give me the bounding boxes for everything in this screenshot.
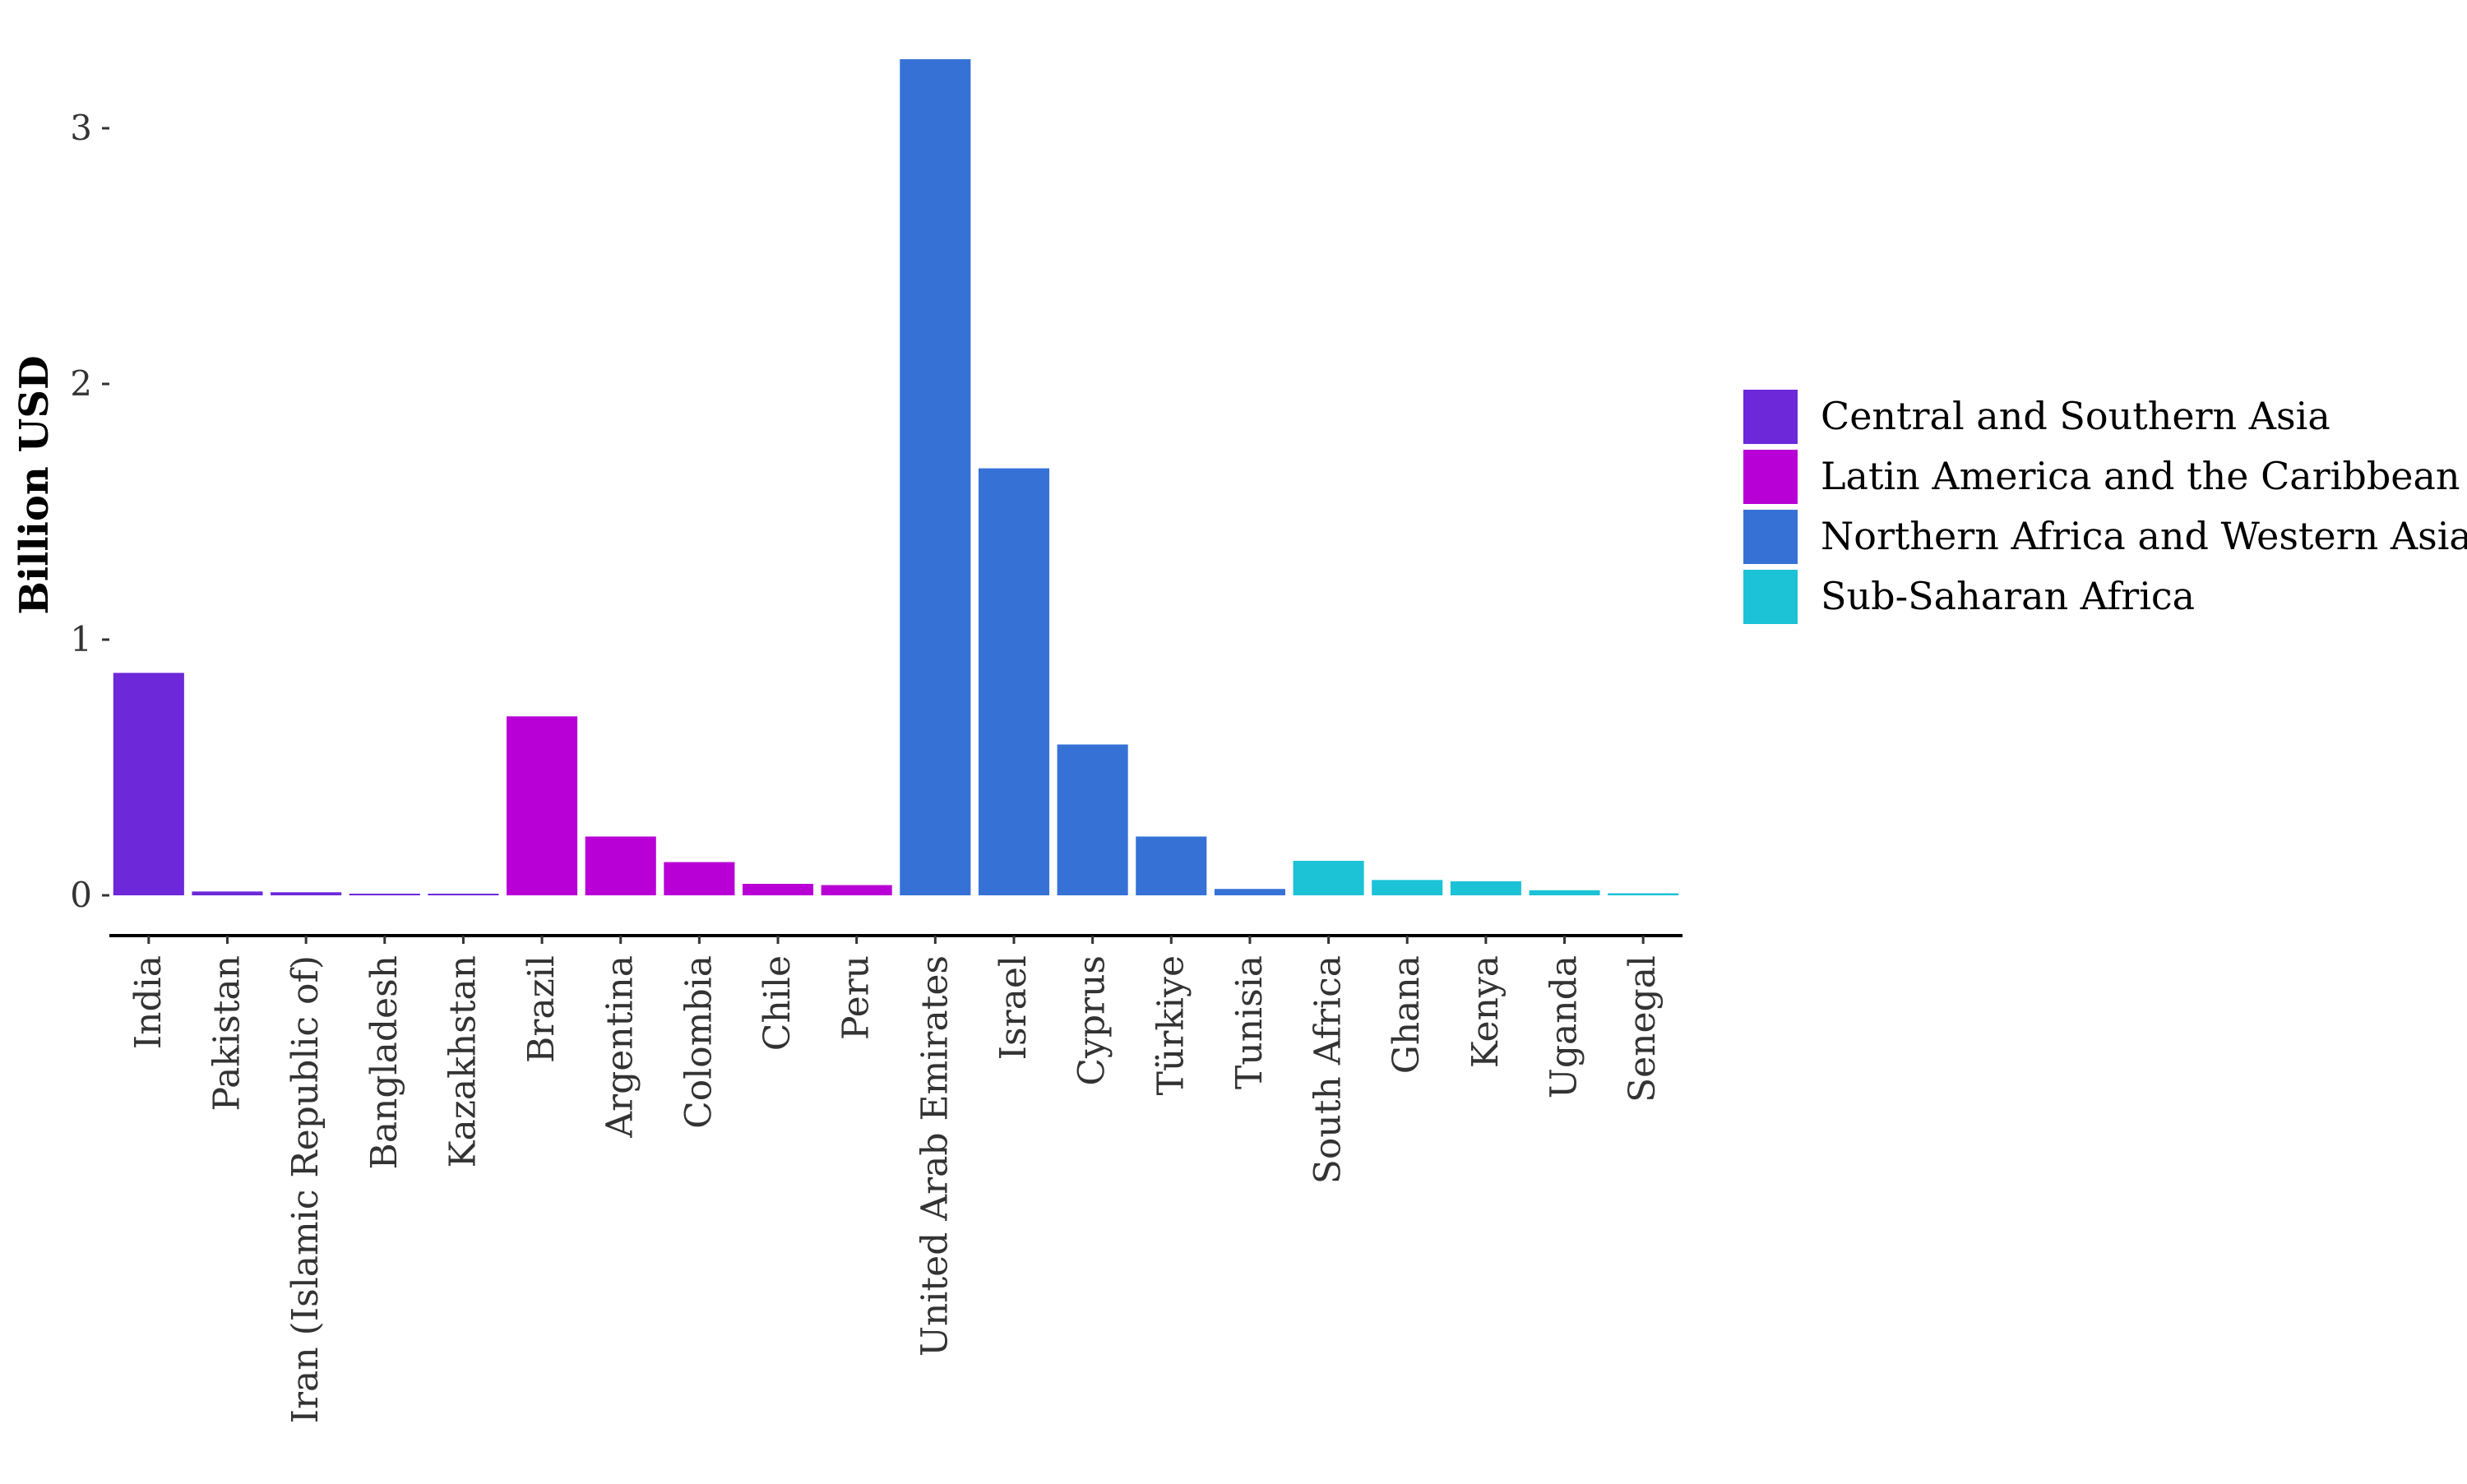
y-axis: 0 1 2 3 (70, 108, 109, 915)
x-tick-label: Senegal (1622, 955, 1664, 1103)
y-axis-title: Billion USD (12, 355, 58, 614)
bar-ghana (1372, 880, 1443, 895)
bar-india (113, 673, 184, 895)
bar-colombia (664, 862, 735, 895)
y-tick-label: 3 (70, 108, 92, 148)
bar-tunisia (1214, 889, 1285, 895)
bars-layer (113, 59, 1679, 896)
x-tick-label: Ghana (1386, 955, 1428, 1074)
bar-kazakhstan (428, 894, 499, 895)
x-tick-label: Pakistan (206, 955, 248, 1111)
x-tick-label: Cyprus (1072, 955, 1113, 1086)
y-tick-label: 0 (70, 875, 92, 915)
x-tick-label: South Africa (1308, 955, 1349, 1184)
x-tick-label: Israel (993, 955, 1034, 1060)
legend-key (1743, 570, 1798, 624)
x-tick-label: Peru (835, 955, 877, 1040)
x-axis: India Pakistan Iran (Islamic Republic of) B… (109, 934, 1682, 1423)
bar-chile (742, 884, 814, 895)
x-tick-label: Uganda (1544, 955, 1585, 1098)
bar-peru (821, 885, 892, 895)
bar-t-rkiye (1136, 836, 1207, 895)
x-tick-label: India (127, 955, 169, 1049)
bar-iran-islamic-republic-of- (271, 892, 342, 895)
bar-pakistan (192, 891, 263, 896)
bar-bangladesh (349, 894, 420, 895)
bar-senegal (1608, 893, 1679, 895)
legend-key (1743, 450, 1798, 504)
x-tick-label: United Arab Emirates (914, 955, 956, 1357)
x-tick-label: Bangladesh (363, 955, 405, 1170)
x-tick-label: Kenya (1465, 955, 1507, 1068)
x-tick-label: Iran (Islamic Republic of) (285, 955, 326, 1423)
bar-uganda (1529, 890, 1600, 895)
legend-key (1743, 390, 1798, 444)
x-tick-label: Colombia (678, 955, 720, 1129)
x-tick-label: Kazakhstan (442, 955, 484, 1167)
bar-israel (978, 468, 1050, 895)
y-tick-label: 2 (70, 363, 92, 404)
legend-key (1743, 510, 1798, 564)
bar-brazil (507, 716, 578, 895)
legend-label: Northern Africa and Western Asia (1821, 514, 2467, 558)
legend: Central and Southern Asia Latin America a… (1743, 390, 2467, 624)
legend-label: Central and Southern Asia (1821, 394, 2330, 438)
legend-label: Sub-Saharan Africa (1821, 574, 2195, 618)
bar-kenya (1450, 881, 1521, 895)
x-tick-label: Tunisia (1229, 955, 1271, 1089)
x-tick-label: Argentina (599, 955, 641, 1139)
x-tick-label: Brazil (521, 955, 562, 1063)
bar-united-arab-emirates (900, 59, 971, 895)
bar-cyprus (1057, 744, 1128, 895)
x-tick-label: Türkiye (1150, 955, 1192, 1095)
bar-argentina (585, 836, 656, 895)
legend-label: Latin America and the Caribbean (1821, 454, 2460, 498)
y-tick-label: 1 (70, 619, 92, 659)
bar-south-africa (1293, 861, 1364, 895)
x-tick-label: Chile (757, 955, 798, 1051)
